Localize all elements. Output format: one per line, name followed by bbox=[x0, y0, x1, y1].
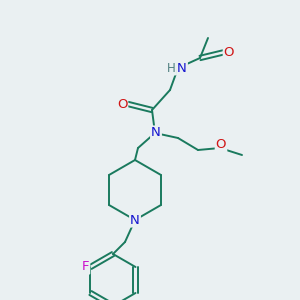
Text: O: O bbox=[216, 139, 226, 152]
Text: N: N bbox=[151, 127, 161, 140]
Text: N: N bbox=[177, 61, 187, 74]
Text: O: O bbox=[117, 98, 127, 110]
Text: O: O bbox=[224, 46, 234, 59]
Text: H: H bbox=[167, 61, 176, 74]
Text: N: N bbox=[130, 214, 140, 226]
Text: F: F bbox=[82, 260, 89, 274]
